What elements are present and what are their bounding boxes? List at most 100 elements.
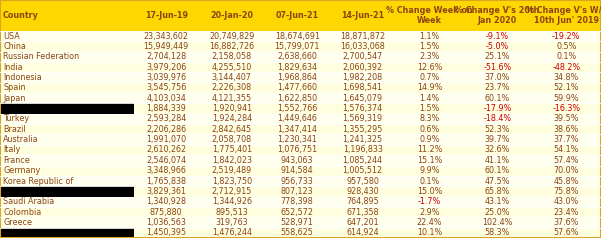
- Text: 4,121,355: 4,121,355: [212, 94, 252, 103]
- Text: 41.1%: 41.1%: [485, 156, 510, 165]
- Bar: [133, 217, 199, 228]
- Text: 1,622,850: 1,622,850: [277, 94, 317, 103]
- Bar: [531, 134, 601, 145]
- Text: 45.8%: 45.8%: [554, 177, 579, 186]
- Text: 1,477,660: 1,477,660: [277, 83, 317, 92]
- Text: Turkey: Turkey: [3, 114, 29, 124]
- Text: % Change V's W/C
10th Jun' 2019: % Change V's W/C 10th Jun' 2019: [526, 6, 601, 25]
- Text: 0.9%: 0.9%: [419, 135, 439, 144]
- Text: 60.1%: 60.1%: [485, 94, 510, 103]
- Bar: [395, 31, 463, 41]
- Bar: [395, 62, 463, 72]
- Bar: [531, 145, 601, 155]
- Text: 43.0%: 43.0%: [554, 197, 579, 206]
- Bar: [199, 176, 264, 186]
- Text: Germany: Germany: [3, 166, 40, 175]
- Text: 2,058,708: 2,058,708: [212, 135, 252, 144]
- Text: 2,226,308: 2,226,308: [212, 83, 252, 92]
- Bar: [133, 62, 199, 72]
- Text: Korea Republic of: Korea Republic of: [3, 177, 73, 186]
- Bar: [395, 83, 463, 93]
- Text: 15,799,071: 15,799,071: [275, 42, 320, 51]
- Text: 43.1%: 43.1%: [485, 197, 510, 206]
- Bar: [531, 217, 601, 228]
- Text: 1,576,374: 1,576,374: [343, 104, 383, 113]
- Bar: [133, 155, 199, 166]
- Text: 928,430: 928,430: [346, 187, 379, 196]
- Text: 1,450,395: 1,450,395: [146, 228, 186, 237]
- Bar: [0, 124, 133, 134]
- Text: 1,196,833: 1,196,833: [343, 145, 383, 154]
- Text: 57.4%: 57.4%: [554, 156, 579, 165]
- Bar: [330, 0, 395, 31]
- Bar: [199, 62, 264, 72]
- Text: 0.7%: 0.7%: [419, 73, 439, 82]
- Bar: [463, 31, 531, 41]
- Bar: [133, 166, 199, 176]
- Text: 1,884,339: 1,884,339: [146, 104, 186, 113]
- Bar: [395, 0, 463, 31]
- Text: 1,347,414: 1,347,414: [277, 125, 317, 134]
- Bar: [395, 166, 463, 176]
- Bar: [463, 155, 531, 166]
- Bar: [199, 124, 264, 134]
- Bar: [463, 41, 531, 52]
- Text: -9.1%: -9.1%: [486, 32, 509, 41]
- Text: 3,348,966: 3,348,966: [146, 166, 186, 175]
- Text: 15.1%: 15.1%: [416, 156, 442, 165]
- Text: 528,971: 528,971: [281, 218, 314, 227]
- Bar: [531, 166, 601, 176]
- Text: 647,201: 647,201: [346, 218, 379, 227]
- Bar: [199, 31, 264, 41]
- Text: 54.1%: 54.1%: [554, 145, 579, 154]
- Bar: [395, 145, 463, 155]
- Text: 1,569,319: 1,569,319: [343, 114, 383, 124]
- Bar: [531, 114, 601, 124]
- Bar: [0, 62, 133, 72]
- Bar: [0, 166, 133, 176]
- Bar: [199, 197, 264, 207]
- Bar: [133, 228, 199, 238]
- Text: 16,033,068: 16,033,068: [340, 42, 385, 51]
- Text: 614,924: 614,924: [346, 228, 379, 237]
- Bar: [133, 186, 199, 197]
- Bar: [395, 52, 463, 62]
- Text: 1,829,634: 1,829,634: [277, 63, 317, 72]
- Bar: [531, 197, 601, 207]
- Text: Country: Country: [3, 11, 39, 20]
- Bar: [199, 114, 264, 124]
- Text: -16.3%: -16.3%: [552, 104, 581, 113]
- Bar: [0, 155, 133, 166]
- Text: 1,775,401: 1,775,401: [212, 145, 252, 154]
- Text: 15,949,449: 15,949,449: [144, 42, 189, 51]
- Bar: [395, 207, 463, 217]
- Text: 3,829,361: 3,829,361: [146, 187, 186, 196]
- Text: 32.6%: 32.6%: [485, 145, 510, 154]
- Text: 1,230,341: 1,230,341: [277, 135, 317, 144]
- Text: 4,103,034: 4,103,034: [147, 94, 186, 103]
- Text: 39.7%: 39.7%: [485, 135, 510, 144]
- Bar: [199, 72, 264, 83]
- Text: 39.5%: 39.5%: [554, 114, 579, 124]
- Text: Australia: Australia: [3, 135, 38, 144]
- Text: 1,842,023: 1,842,023: [212, 156, 252, 165]
- Bar: [463, 166, 531, 176]
- Bar: [133, 31, 199, 41]
- Bar: [463, 62, 531, 72]
- Text: 59.9%: 59.9%: [554, 94, 579, 103]
- Bar: [531, 124, 601, 134]
- Text: 2,712,915: 2,712,915: [212, 187, 252, 196]
- Text: 65.8%: 65.8%: [485, 187, 510, 196]
- Bar: [199, 93, 264, 103]
- Text: 07-Jun-21: 07-Jun-21: [276, 11, 319, 20]
- Text: Indonesia: Indonesia: [3, 73, 41, 82]
- Bar: [199, 145, 264, 155]
- Text: 20,749,829: 20,749,829: [209, 32, 254, 41]
- Text: 1,924,284: 1,924,284: [212, 114, 252, 124]
- Text: 1.5%: 1.5%: [419, 42, 439, 51]
- Bar: [531, 93, 601, 103]
- Text: 2,593,284: 2,593,284: [146, 114, 186, 124]
- Bar: [463, 197, 531, 207]
- Bar: [463, 207, 531, 217]
- Bar: [463, 145, 531, 155]
